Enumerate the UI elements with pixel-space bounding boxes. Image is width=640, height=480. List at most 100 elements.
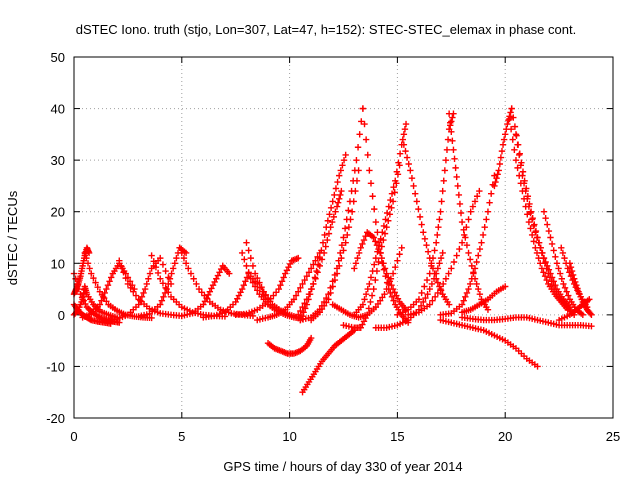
data-point <box>486 199 493 206</box>
data-point <box>541 272 549 280</box>
data-point <box>258 283 265 291</box>
y-tick-label: -10 <box>46 359 65 374</box>
data-point <box>235 292 243 299</box>
data-point <box>357 324 364 331</box>
data-point <box>335 195 343 203</box>
data-point <box>437 208 444 215</box>
data-point <box>300 309 307 316</box>
data-point <box>334 178 341 186</box>
data-point <box>502 131 509 138</box>
data-point <box>292 292 300 299</box>
data-point <box>372 238 379 245</box>
data-point <box>348 208 356 215</box>
data-point <box>338 242 346 249</box>
data-point <box>484 208 492 215</box>
data-point <box>354 144 362 151</box>
data-point <box>463 242 471 249</box>
data-point <box>310 280 317 288</box>
data-point <box>84 260 92 267</box>
x-tick-label: 10 <box>282 429 296 444</box>
data-point <box>386 278 394 285</box>
data-point <box>376 297 384 304</box>
data-point <box>460 297 467 304</box>
data-point <box>549 282 557 289</box>
data-point <box>347 216 354 223</box>
data-point <box>448 118 455 125</box>
x-tick-label: 0 <box>70 429 77 444</box>
data-point <box>295 288 302 295</box>
data-point <box>445 110 453 117</box>
data-point <box>395 159 402 166</box>
data-point <box>320 302 328 310</box>
data-point <box>326 211 333 218</box>
axis-ticks: 0 5 10 15 20 25 -20 -10 0 10 20 30 40 50 <box>46 50 620 444</box>
data-point <box>342 151 349 159</box>
data-point <box>214 272 222 279</box>
y-tick-label: 30 <box>51 153 65 168</box>
data-point <box>361 120 368 128</box>
data-point <box>434 231 441 239</box>
data-point <box>454 182 461 190</box>
data-point <box>362 136 370 143</box>
data-point <box>495 167 502 174</box>
y-tick-label: 20 <box>51 205 65 220</box>
data-point <box>148 252 155 259</box>
data-point <box>400 141 408 148</box>
data-point <box>393 292 400 299</box>
data-point <box>198 289 205 296</box>
data-point <box>533 234 541 241</box>
data-point <box>141 285 149 293</box>
data-point <box>264 294 272 302</box>
data-series <box>437 172 498 319</box>
data-point <box>370 234 377 241</box>
data-point <box>388 293 396 301</box>
data-point <box>232 298 239 306</box>
data-point <box>558 275 565 282</box>
data-point <box>437 285 444 293</box>
data-point <box>455 191 463 199</box>
data-series <box>116 257 185 320</box>
data-point <box>545 227 553 235</box>
data-series <box>200 270 272 321</box>
data-point <box>345 223 353 231</box>
data-point <box>333 270 341 277</box>
data-point <box>546 274 554 281</box>
data-series <box>295 187 345 319</box>
data-point <box>431 247 438 254</box>
data-point <box>362 314 369 322</box>
data-point <box>469 203 477 210</box>
data-point <box>445 270 452 277</box>
data-point <box>341 225 349 232</box>
data-point <box>249 262 257 270</box>
data-series <box>232 254 302 319</box>
data-point <box>411 190 419 197</box>
data-point <box>74 307 81 315</box>
data-series <box>254 249 323 324</box>
data-point <box>290 296 298 303</box>
data-point <box>297 307 304 315</box>
data-point <box>362 233 369 240</box>
data-point <box>96 288 104 295</box>
data-point <box>364 151 371 159</box>
data-point <box>569 271 577 279</box>
data-point <box>418 221 425 228</box>
data-point <box>426 301 433 308</box>
data-point <box>145 275 152 282</box>
data-point <box>335 172 343 179</box>
data-point <box>260 288 267 295</box>
grid-lines <box>74 57 613 418</box>
data-point <box>424 291 431 298</box>
data-point <box>380 222 388 230</box>
data-point <box>476 291 484 298</box>
data-point <box>297 284 304 291</box>
data-point <box>394 295 402 302</box>
data-point <box>468 262 475 270</box>
data-point <box>387 196 394 204</box>
data-point <box>524 211 531 218</box>
data-point <box>500 136 508 143</box>
data-point <box>324 217 332 224</box>
data-point <box>303 272 311 280</box>
data-point <box>461 231 468 239</box>
data-point <box>383 285 390 293</box>
data-series <box>458 283 509 316</box>
